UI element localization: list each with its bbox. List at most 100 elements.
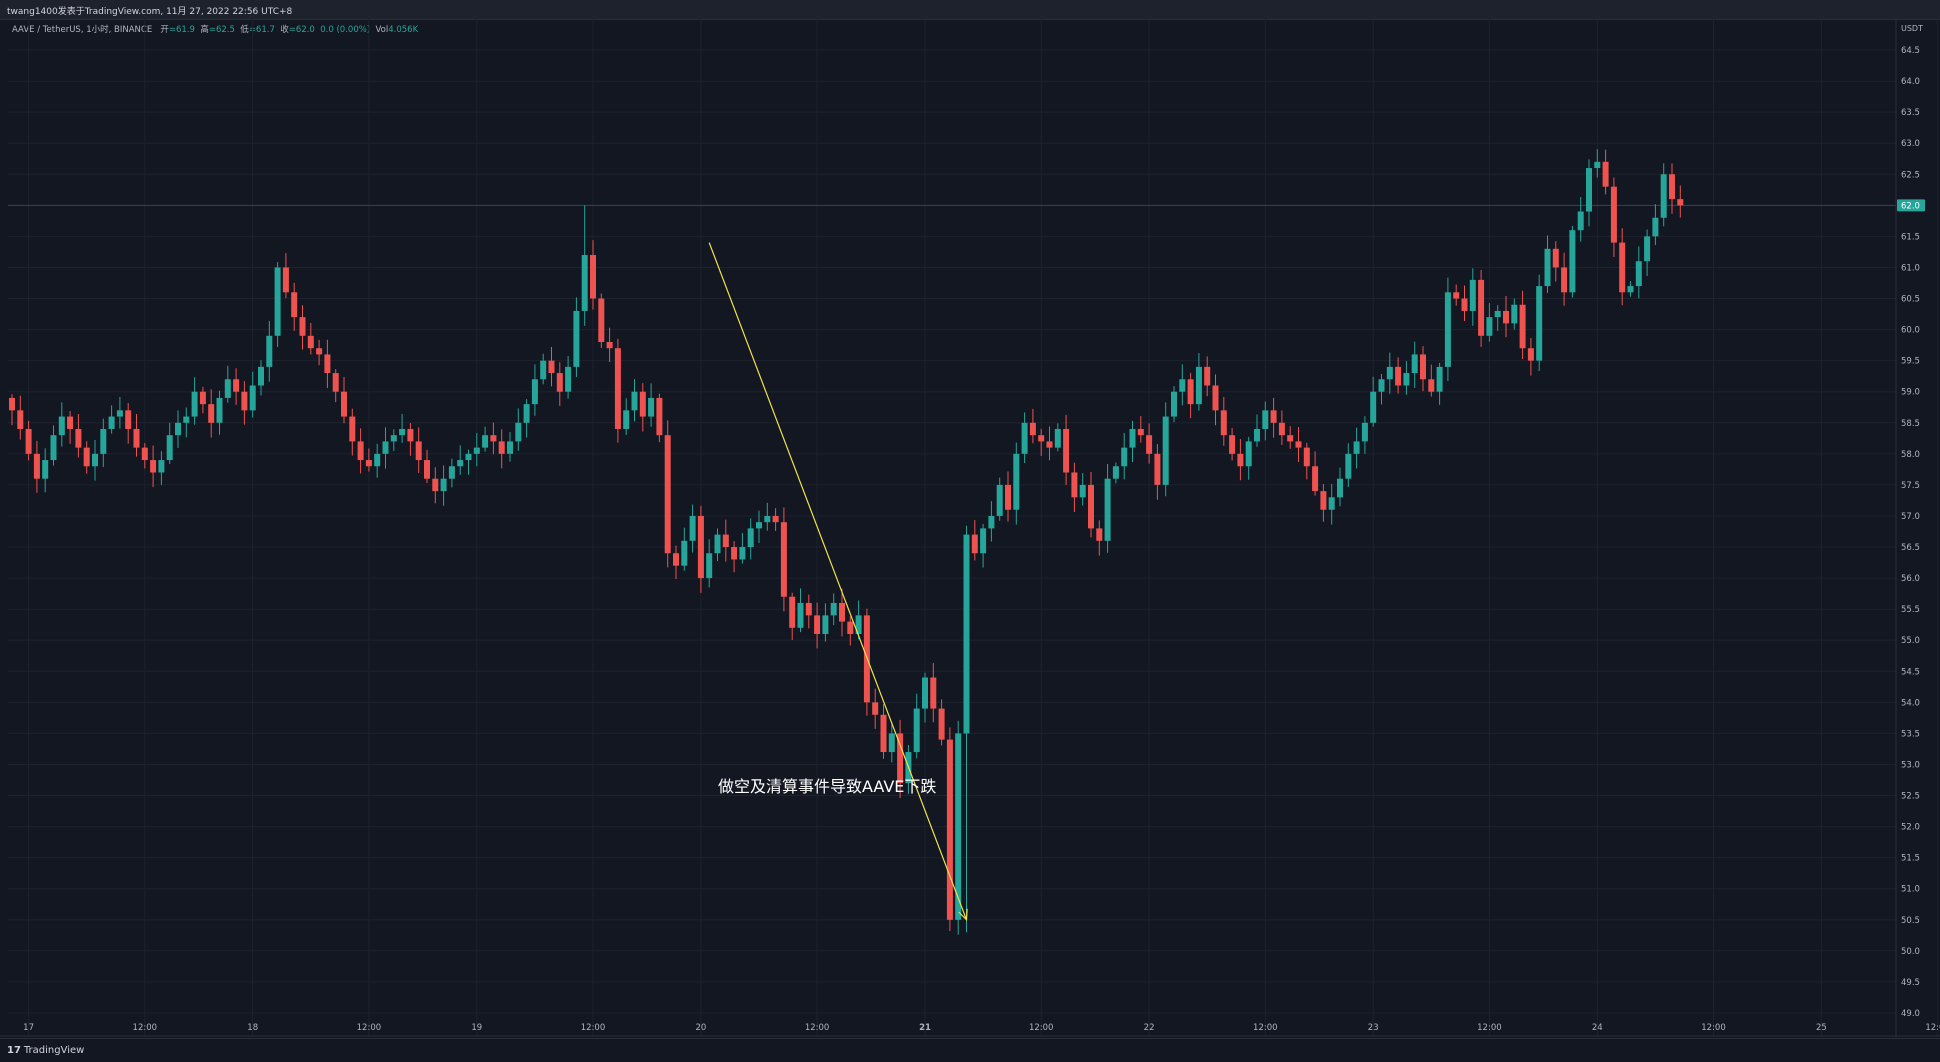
- price-tick-label: 49.0: [1901, 1009, 1920, 1019]
- candle-body: [623, 410, 630, 429]
- candle: [75, 414, 82, 458]
- candle-body: [440, 478, 447, 492]
- candle-body: [224, 379, 231, 398]
- candle: [805, 594, 812, 629]
- candle-body: [772, 515, 779, 523]
- candle-body: [1353, 441, 1360, 454]
- price-tick-label: 53.0: [1901, 760, 1920, 770]
- candle: [739, 532, 746, 564]
- candlestick-chart[interactable]: USDT 64.5 64.0 63.5 63.0 62.5 62.0 61.5 61.0 60.…: [0, 19, 1940, 1038]
- candle-body: [482, 435, 489, 448]
- candle: [1104, 463, 1111, 553]
- grid: [8, 19, 1939, 1036]
- candle-body: [1577, 211, 1584, 231]
- candle: [1063, 414, 1070, 485]
- candle: [1478, 269, 1485, 347]
- candle: [83, 441, 90, 474]
- candle-body: [282, 267, 289, 293]
- candle: [706, 539, 713, 588]
- candle: [1403, 361, 1410, 395]
- candle-body: [531, 379, 538, 405]
- time-tick-label: 12:00: [1253, 1023, 1278, 1033]
- candle-body: [1038, 435, 1045, 442]
- candle: [1079, 473, 1086, 506]
- candle: [374, 443, 381, 478]
- candle-body: [1627, 286, 1634, 293]
- candle: [357, 428, 364, 474]
- candle: [656, 393, 663, 443]
- candle: [465, 449, 472, 475]
- candle: [797, 588, 804, 633]
- candle-body: [1229, 435, 1236, 454]
- time-axis[interactable]: 17 12:00 18 12:00 19 12:00 20 12:00 21 12:00 22 12:…: [23, 1023, 1940, 1033]
- candle-body: [598, 298, 605, 343]
- candle: [1295, 426, 1302, 462]
- candle-body: [980, 528, 987, 554]
- legend-close-label: 收: [280, 25, 289, 35]
- candle-body: [1162, 416, 1169, 485]
- candle: [822, 603, 829, 642]
- candle-body: [922, 677, 928, 709]
- price-axis[interactable]: 64.5 64.0 63.5 63.0 62.5 62.0 61.5 61.0 60.5 60.0…: [1897, 46, 1925, 1019]
- candle-body: [1104, 478, 1111, 541]
- price-tick-label: 51.0: [1901, 885, 1920, 895]
- candle-body: [1220, 410, 1227, 436]
- candle-body: [648, 397, 655, 417]
- legend-low-value: =61.7: [248, 25, 275, 35]
- candle-body: [457, 460, 464, 467]
- candle-body: [673, 553, 679, 566]
- candle: [341, 376, 347, 424]
- price-tick-label: 59.0: [1901, 388, 1920, 398]
- candle: [92, 439, 98, 481]
- candle-body: [116, 410, 123, 417]
- candle: [598, 293, 605, 349]
- candle: [1602, 149, 1609, 195]
- candle-body: [42, 460, 49, 479]
- candle: [282, 253, 289, 299]
- candle-body: [465, 453, 472, 461]
- price-tick-label: 58.5: [1901, 419, 1920, 429]
- time-tick-label: 21: [919, 1023, 931, 1033]
- candle: [224, 365, 231, 403]
- candle: [1146, 423, 1153, 464]
- candle: [1195, 353, 1202, 411]
- candle: [556, 362, 563, 406]
- candle-body: [814, 615, 821, 635]
- candle-body: [1677, 199, 1684, 206]
- candle-body: [1320, 491, 1327, 510]
- candle-body: [1594, 161, 1601, 169]
- candle: [888, 722, 895, 763]
- candle-body: [175, 422, 181, 436]
- candle-body: [839, 602, 845, 622]
- legend-open-value: =61.9: [168, 25, 195, 35]
- time-tick-label: 12:00: [357, 1023, 382, 1033]
- candle: [1029, 408, 1036, 444]
- candle: [540, 353, 547, 385]
- time-tick-label: 24: [1592, 1023, 1603, 1033]
- tradingview-logo[interactable]: 17 TradingView: [7, 1045, 84, 1056]
- candle: [67, 410, 74, 444]
- candle-body: [374, 453, 381, 467]
- candle: [1386, 352, 1393, 394]
- candle: [1669, 163, 1675, 214]
- candle-body: [1262, 410, 1269, 429]
- candle-body: [756, 522, 762, 529]
- candle: [490, 422, 497, 455]
- legend-close-value: =62.0: [288, 25, 315, 35]
- candle: [258, 360, 264, 396]
- chart-annotation[interactable]: 做空及清算事件导致AAVE下跌: [718, 777, 937, 796]
- candle: [274, 262, 281, 347]
- legend-symbol[interactable]: AAVE / TetherUS, 1小时, BINANCE: [12, 25, 153, 35]
- candles: [9, 149, 1684, 935]
- candle-body: [1436, 366, 1443, 392]
- candle: [581, 205, 588, 326]
- candle-body: [1544, 248, 1551, 287]
- candle: [1162, 402, 1169, 497]
- candle-body: [780, 522, 787, 597]
- candle-body: [689, 515, 696, 541]
- candle-body: [1328, 497, 1335, 510]
- candle-body: [1370, 391, 1377, 423]
- candle-body: [365, 460, 372, 467]
- candle-body: [249, 385, 256, 411]
- candle-body: [1287, 435, 1294, 442]
